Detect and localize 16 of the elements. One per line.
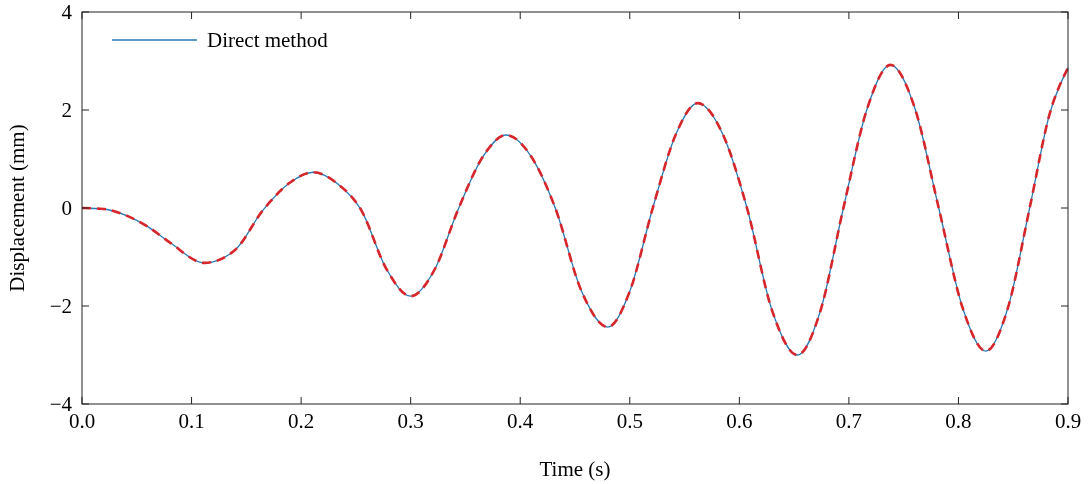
x-tick-label: 0.8 [945,409,972,433]
x-tick-label: 0.6 [726,409,753,433]
y-axis-title: Displacement (mm) [5,124,29,292]
x-tick-label: 0.2 [287,409,315,433]
legend-label: Direct method [207,28,329,52]
x-axis-title: Time (s) [539,457,611,481]
y-tick-label: 0 [61,196,72,220]
y-tick-label: −2 [49,294,72,318]
y-tick-label: 4 [61,0,73,24]
y-tick-label: 2 [61,98,72,122]
x-tick-label: 0.3 [397,409,424,433]
x-tick-label: 0.7 [835,409,863,433]
x-tick-label: 0.9 [1054,409,1082,433]
x-tick-label: 0.1 [178,409,205,433]
x-tick-label: 0.4 [507,409,534,433]
x-tick-label: 0.5 [616,409,643,433]
